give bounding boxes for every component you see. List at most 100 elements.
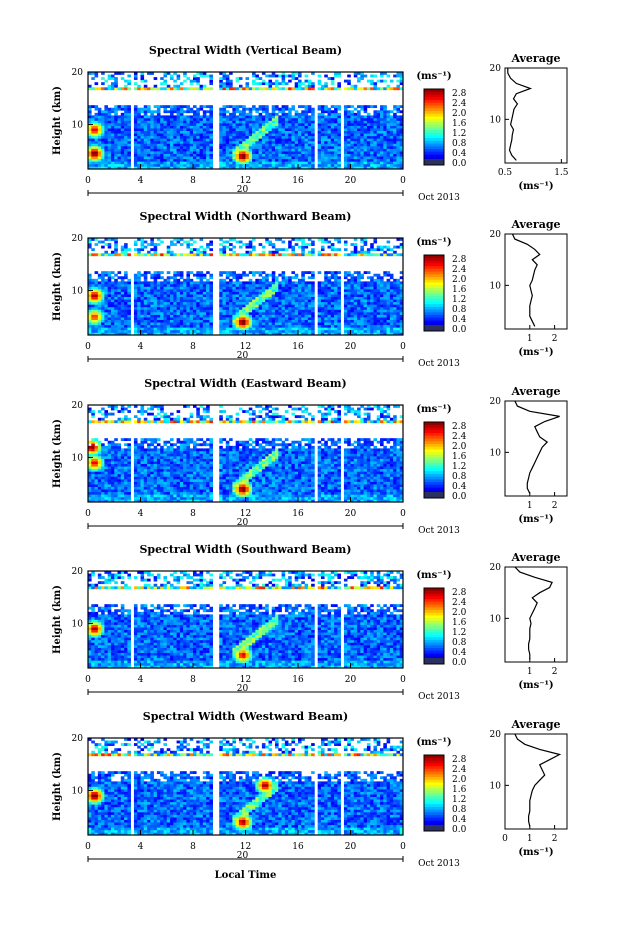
heatmap-cell: [173, 314, 177, 318]
heatmap-cell: [288, 163, 292, 167]
heatmap-cell: [242, 151, 246, 154]
heatmap-cell: [248, 299, 253, 303]
heatmap-cell: [311, 148, 315, 152]
heatmap-cell: [94, 296, 99, 300]
heatmap-cell: [252, 123, 256, 126]
heatmap-cell: [91, 161, 95, 165]
heatmap-cell: [393, 299, 397, 303]
heatmap-cell: [166, 163, 171, 167]
heatmap-cell: [311, 317, 315, 320]
x-tick-label: 16: [292, 176, 304, 186]
heatmap-cell: [104, 128, 108, 132]
heatmap-cell: [127, 319, 131, 323]
heatmap-cell: [370, 304, 374, 308]
heatmap-cell: [124, 120, 128, 124]
heatmap-cell: [255, 115, 259, 119]
heatmap-cell: [97, 294, 102, 298]
heatmap-cell: [330, 291, 335, 295]
heatmap-cell: [202, 153, 207, 157]
heatmap-cell: [222, 271, 227, 275]
heatmap-cell: [383, 146, 387, 149]
heatmap-cell: [353, 166, 358, 170]
heatmap-cell: [202, 130, 207, 134]
heatmap-cell: [334, 327, 338, 331]
heatmap-cell: [294, 306, 299, 310]
heatmap-cell: [196, 296, 200, 300]
heatmap-cell: [153, 243, 158, 246]
heatmap-cell: [137, 299, 141, 303]
heatmap-cell: [88, 151, 92, 154]
heatmap-cell: [373, 140, 378, 144]
heatmap-cell: [127, 125, 131, 129]
heatmap-cell: [360, 72, 364, 75]
heatmap-cell: [150, 327, 154, 331]
heatmap-cell: [107, 276, 112, 280]
heatmap-cell: [209, 240, 213, 244]
heatmap-cell: [225, 146, 230, 149]
heatmap-cell: [376, 163, 381, 167]
heatmap-cell: [88, 163, 92, 167]
heatmap-cell: [386, 133, 391, 137]
heatmap-cell: [114, 79, 118, 83]
heatmap-cell: [301, 278, 305, 282]
heatmap-cell: [225, 163, 230, 167]
heatmap-cell: [143, 153, 148, 157]
heatmap-cell: [396, 72, 401, 75]
heatmap-cell: [376, 324, 381, 328]
heatmap-cell: [255, 306, 259, 310]
heatmap-cell: [268, 306, 273, 310]
heatmap-cell: [147, 140, 151, 144]
heatmap-cell: [265, 161, 269, 165]
heatmap-cell: [350, 250, 355, 254]
heatmap-cell: [166, 123, 171, 126]
heatmap-cell: [373, 125, 378, 129]
heatmap-cell: [343, 156, 348, 160]
heatmap-cell: [327, 153, 332, 157]
heatmap-cell: [324, 138, 328, 142]
heatmap-cell: [324, 117, 328, 121]
heatmap-cell: [156, 166, 161, 170]
heatmap-cell: [324, 289, 328, 292]
heatmap-cell: [307, 84, 312, 88]
heatmap-cell: [160, 253, 164, 257]
heatmap-cell: [219, 296, 223, 300]
heatmap-cell: [324, 278, 328, 282]
heatmap-cell: [91, 146, 95, 149]
heatmap-cell: [193, 158, 197, 162]
heatmap-cell: [320, 314, 325, 318]
heatmap-cell: [386, 240, 391, 244]
heatmap-cell: [343, 309, 348, 313]
heatmap-cell: [366, 151, 371, 154]
heatmap-cell: [380, 156, 384, 160]
heatmap-cell: [140, 163, 145, 167]
heatmap-cell: [278, 123, 282, 126]
heatmap-cell: [288, 161, 292, 165]
heatmap-cell: [311, 87, 315, 91]
heatmap-cell: [127, 253, 131, 257]
heatmap-cell: [278, 248, 282, 252]
heatmap-cell: [235, 148, 240, 152]
heatmap-cell: [107, 158, 112, 162]
heatmap-cell: [133, 133, 138, 137]
heatmap-cell: [176, 138, 181, 142]
heatmap-cell: [88, 314, 92, 318]
heatmap-cell: [179, 327, 184, 331]
heatmap-cell: [366, 143, 371, 147]
heatmap-cell: [291, 301, 296, 305]
heatmap-cell: [357, 301, 361, 305]
heatmap-cell: [304, 314, 309, 318]
heatmap-cell: [265, 125, 269, 129]
heatmap-cell: [271, 115, 276, 119]
heatmap-cell: [330, 82, 335, 86]
heatmap-cell: [189, 289, 194, 292]
heatmap-cell: [179, 304, 184, 308]
heatmap-cell: [137, 319, 141, 323]
heatmap-cell: [357, 327, 361, 331]
heatmap-cell: [101, 130, 105, 134]
heatmap-cell: [170, 158, 174, 162]
heatmap-cell: [343, 158, 348, 162]
heatmap-cell: [324, 319, 328, 323]
heatmap-cell: [383, 151, 387, 154]
heatmap-cell: [120, 146, 125, 149]
heatmap-cell: [258, 327, 263, 331]
